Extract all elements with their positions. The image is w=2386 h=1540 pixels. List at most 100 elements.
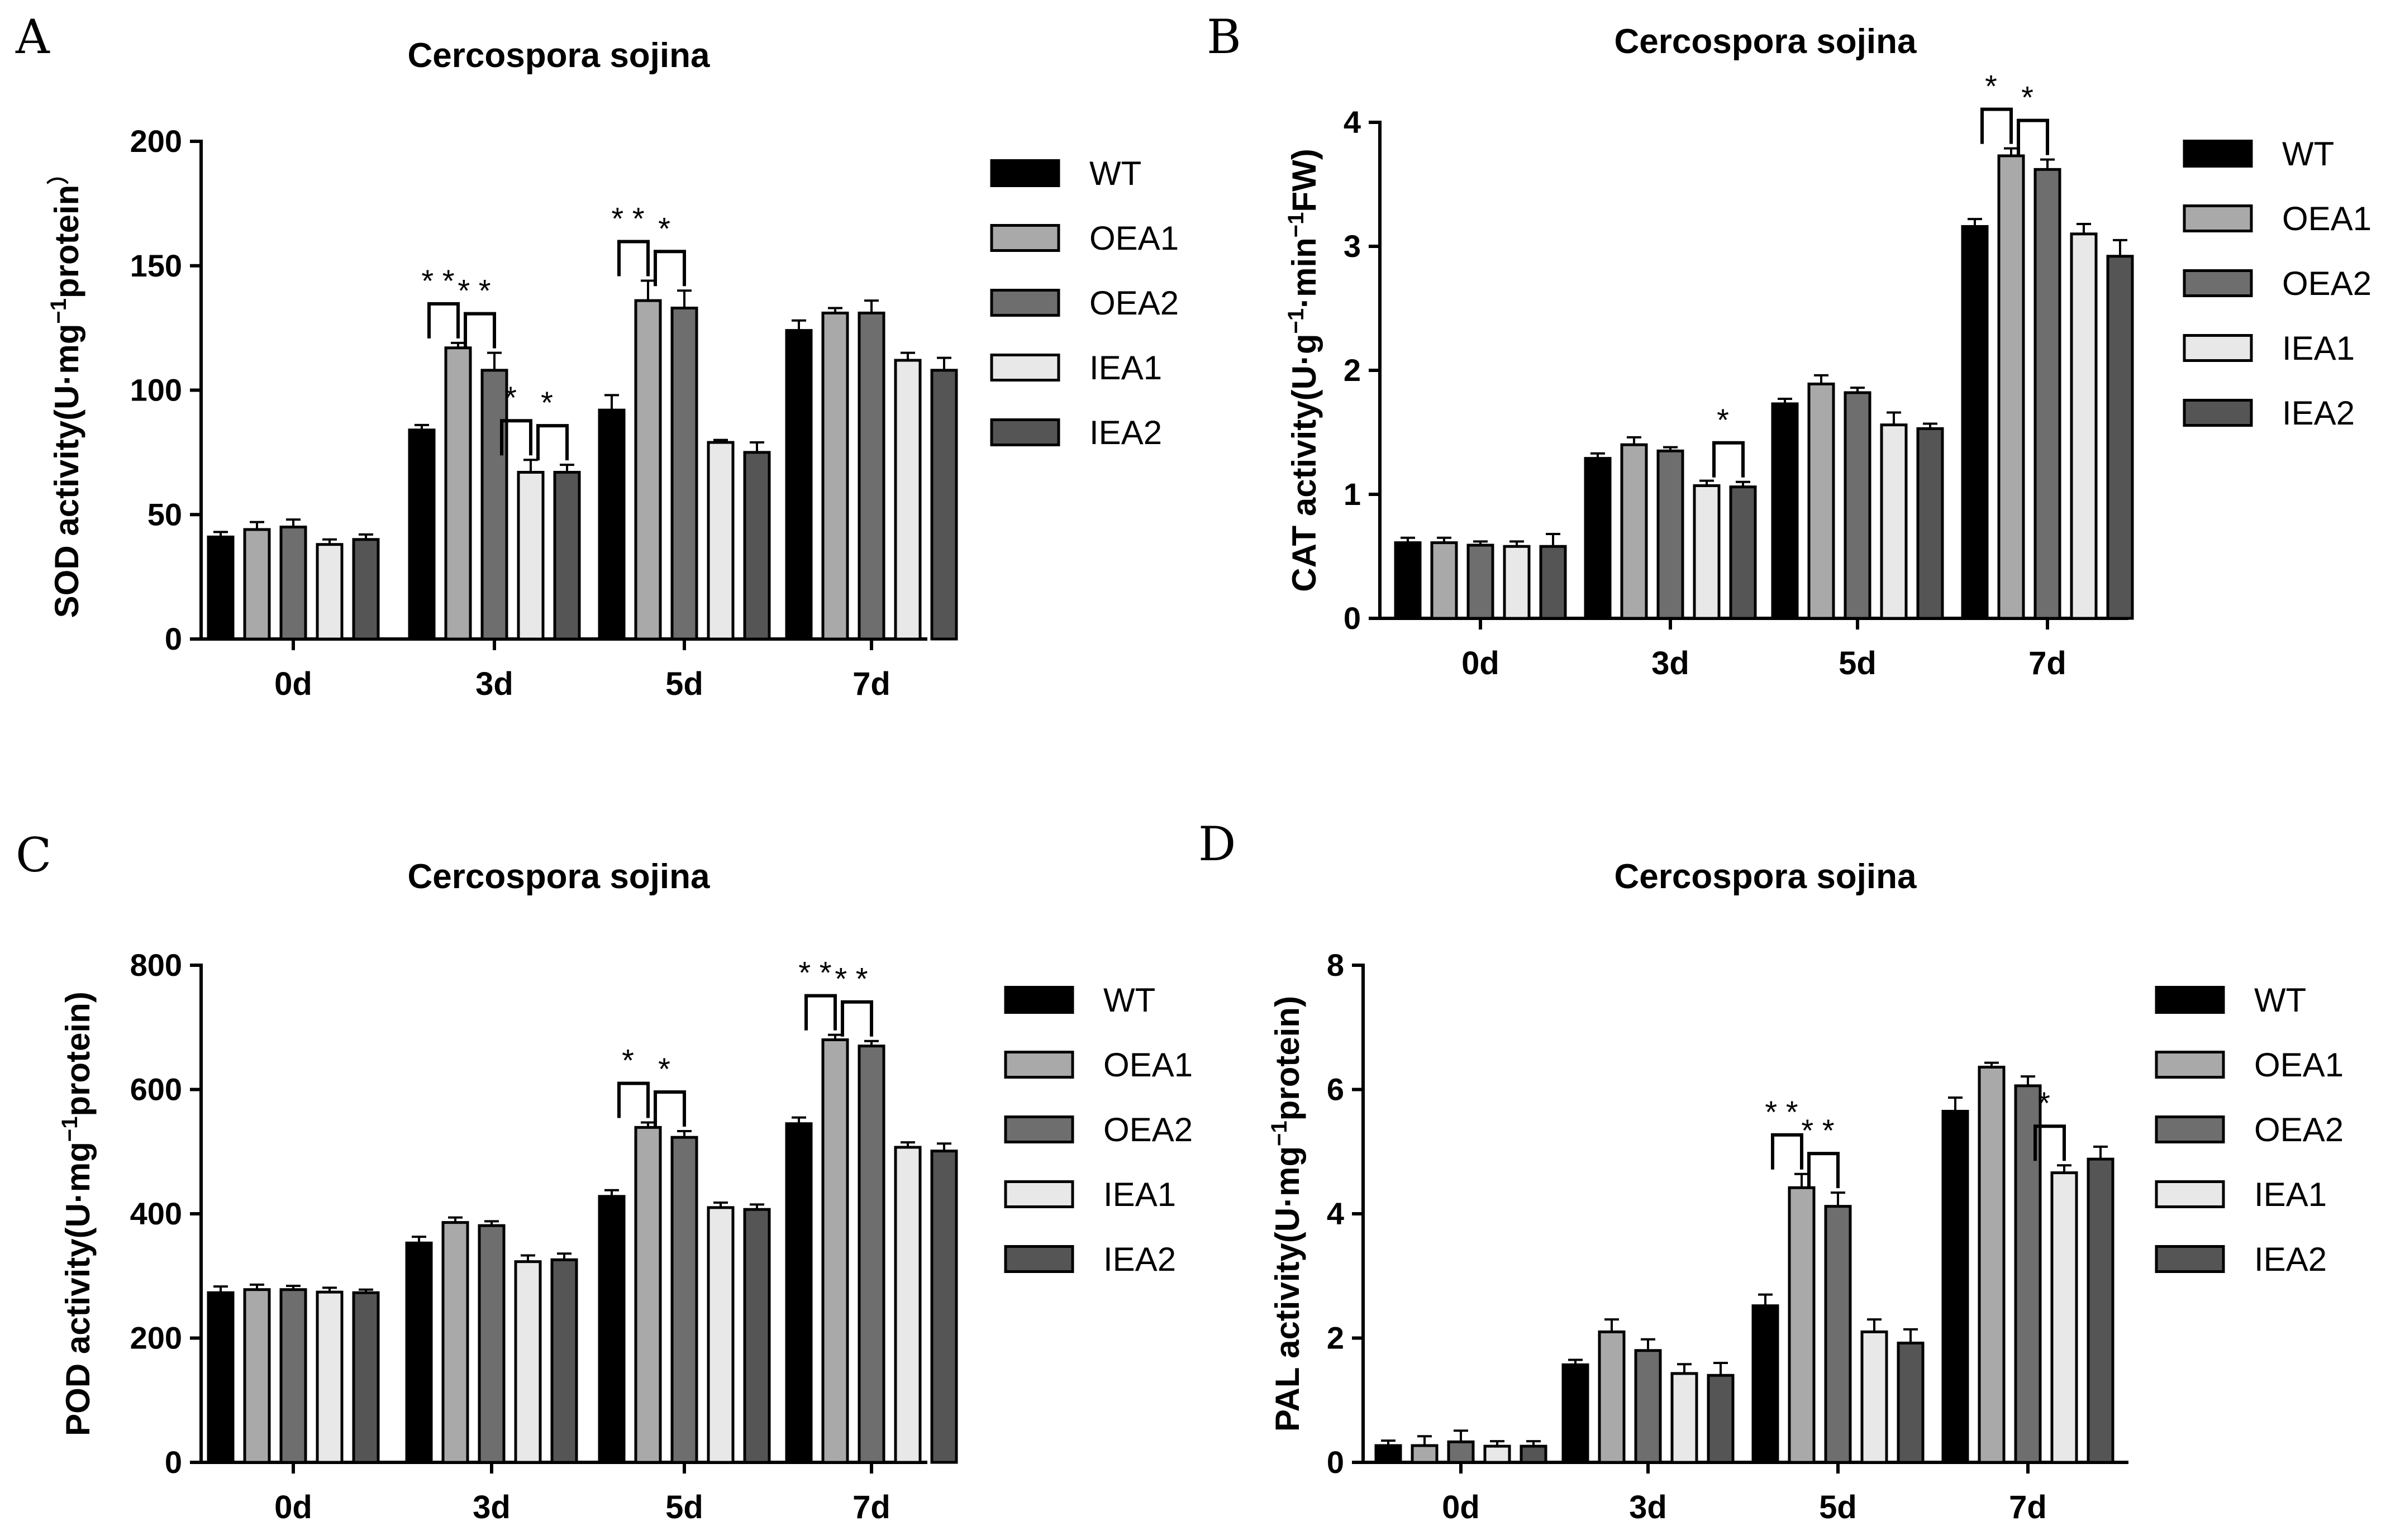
bar-oea1: [1598, 1330, 1626, 1464]
x-tick-label: 0d: [274, 666, 312, 702]
bar-oea2: [670, 306, 698, 641]
legend-swatch-wt: [2155, 986, 2225, 1014]
bar-iea1: [517, 471, 545, 641]
y-title-text: ·min: [1285, 237, 1323, 308]
y-axis-title: CAT activity(U·g−1·min−1FW): [1284, 149, 1323, 592]
y-tick-label: 3: [1344, 228, 1361, 264]
bar-oea1: [821, 311, 849, 641]
bar-oea1: [1788, 1186, 1816, 1464]
bar-oea1: [1620, 443, 1648, 620]
significance-bracket: [1807, 1152, 1840, 1189]
significance-bracket: [2017, 118, 2049, 155]
bar-wt: [1561, 1363, 1589, 1464]
significance-star: *: [1985, 69, 1997, 104]
significance-star: * *: [611, 201, 644, 236]
bar-wt: [408, 428, 436, 641]
x-tick-label: 0d: [1442, 1489, 1480, 1525]
chart-title: Cercospora sojina: [1615, 22, 1917, 61]
significance-bracket: [500, 419, 532, 456]
legend-swatch-iea2: [1004, 1245, 1074, 1273]
panel-d: D Cercospora sojina 0 2 4 6 8 0d 3d 5d 7d PAL activ…: [1198, 817, 2344, 1525]
legend-label: OEA2: [1103, 1111, 1193, 1148]
legend-swatch-iea1: [2155, 1180, 2225, 1208]
legend-swatch-iea2: [2183, 399, 2253, 427]
y-tick-label: 4: [1327, 1196, 1344, 1231]
y-tick-label: 200: [130, 1320, 182, 1356]
significance-star: *: [541, 385, 553, 420]
bar-iea1: [1670, 1372, 1698, 1464]
y-tick-label: 0: [1344, 600, 1361, 636]
legend-swatch-iea1: [1004, 1180, 1074, 1208]
bar-iea2: [352, 538, 380, 641]
bar-iea1: [1693, 484, 1721, 620]
legend-label: WT: [1103, 981, 1155, 1019]
bar-iea2: [352, 1291, 380, 1464]
bar-oea1: [1411, 1444, 1439, 1464]
bar-oea2: [279, 1288, 307, 1464]
significance-star: *: [2038, 1085, 2050, 1121]
x-tick-label: 7d: [2028, 645, 2066, 681]
legend-swatch-iea1: [2183, 334, 2253, 362]
legend-label: IEA2: [1103, 1241, 1176, 1278]
legend-label: WT: [2282, 135, 2334, 173]
bar-oea2: [2033, 168, 2061, 620]
panel-letter: A: [15, 9, 50, 64]
y-tick-label: 600: [130, 1072, 182, 1107]
x-tick-label: 5d: [1819, 1489, 1857, 1525]
y-tick-label: 800: [130, 947, 182, 983]
x-tick-label: 5d: [665, 1489, 703, 1525]
bar-oea2: [1447, 1440, 1475, 1464]
y-axis-title: SOD activity(U·mg−1protein）: [46, 163, 85, 618]
legend-label: IEA1: [1103, 1176, 1176, 1213]
significance-bracket: [536, 424, 569, 461]
y-title-superscript: −1: [1284, 308, 1308, 334]
x-tick-label: 3d: [1651, 645, 1689, 681]
x-tick-label: 5d: [665, 666, 703, 702]
y-title-text: PAL activity(U·mg: [1269, 1146, 1306, 1432]
bar-iea1: [514, 1260, 542, 1464]
bar-oea1: [634, 1126, 662, 1464]
legend-swatch-wt: [1004, 986, 1074, 1014]
y-axis-title: PAL activity(U·mg−1protein): [1267, 996, 1306, 1432]
y-tick-label: 0: [165, 1444, 182, 1480]
bar-oea2: [478, 1224, 506, 1464]
bar-iea2: [1916, 427, 1944, 620]
bar-wt: [1394, 541, 1422, 620]
legend-label: IEA2: [1089, 414, 1162, 451]
significance-star: *: [2021, 80, 2033, 115]
bar-oea2: [480, 369, 508, 641]
y-tick-label: 1: [1344, 476, 1361, 512]
bar-iea1: [1880, 423, 1908, 620]
legend-label: OEA2: [2254, 1111, 2344, 1148]
bar-iea2: [930, 369, 958, 641]
y-tick-label: 0: [165, 621, 182, 656]
bar-oea2: [858, 311, 885, 641]
y-tick-label: 50: [147, 497, 182, 532]
bar-oea2: [1844, 391, 1871, 620]
significance-star: *: [504, 380, 517, 415]
bar-oea1: [821, 1038, 849, 1464]
bar-iea1: [707, 441, 735, 641]
bar-wt: [207, 535, 235, 641]
bar-iea2: [743, 451, 771, 641]
significance-star: *: [622, 1042, 634, 1077]
legend-swatch-oea2: [2155, 1115, 2225, 1143]
significance-bracket: [841, 1000, 873, 1037]
significance-bracket: [654, 1090, 686, 1127]
bar-iea1: [316, 1290, 344, 1464]
bar-oea1: [1978, 1065, 2006, 1464]
significance-star: *: [658, 1051, 670, 1086]
bar-iea1: [894, 359, 922, 641]
chart-title: Cercospora sojina: [1615, 857, 1917, 896]
significance-bracket: [654, 250, 686, 287]
significance-star: * *: [835, 961, 868, 997]
bar-oea2: [1656, 449, 1684, 620]
significance-star: * *: [1801, 1113, 1834, 1148]
legend-label: IEA2: [2282, 394, 2355, 432]
bar-wt: [405, 1241, 433, 1464]
legend-swatch-iea2: [990, 418, 1060, 446]
y-tick-label: 2: [1327, 1320, 1344, 1356]
bar-iea1: [707, 1206, 735, 1464]
bar-iea2: [1729, 485, 1757, 620]
y-tick-label: 4: [1344, 104, 1361, 140]
